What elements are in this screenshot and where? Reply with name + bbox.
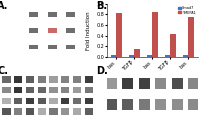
Bar bbox=[85, 108, 93, 115]
Bar bbox=[73, 108, 81, 115]
Text: C.: C. bbox=[0, 66, 8, 76]
Bar bbox=[188, 17, 194, 57]
Bar bbox=[106, 78, 117, 89]
Text: D.: D. bbox=[96, 66, 108, 76]
Bar bbox=[26, 108, 34, 115]
Bar bbox=[66, 12, 75, 17]
Bar bbox=[38, 87, 46, 93]
Bar bbox=[14, 87, 22, 93]
Bar bbox=[155, 78, 166, 89]
Bar bbox=[2, 76, 11, 83]
Bar bbox=[26, 87, 34, 93]
Bar bbox=[61, 108, 69, 115]
Bar bbox=[49, 76, 58, 83]
Bar bbox=[2, 108, 11, 115]
Bar bbox=[61, 98, 69, 104]
Bar bbox=[170, 34, 176, 57]
Bar bbox=[139, 99, 150, 110]
Bar bbox=[165, 55, 170, 57]
Bar bbox=[139, 78, 150, 89]
Bar bbox=[14, 108, 22, 115]
Bar bbox=[111, 55, 116, 57]
Bar bbox=[188, 78, 199, 89]
Bar bbox=[26, 76, 34, 83]
Bar bbox=[29, 45, 38, 49]
Bar bbox=[14, 76, 22, 83]
Bar bbox=[122, 78, 133, 89]
Bar bbox=[172, 99, 183, 110]
Bar bbox=[26, 98, 34, 104]
Bar bbox=[14, 98, 22, 104]
Bar bbox=[122, 99, 133, 110]
Text: B.: B. bbox=[96, 1, 107, 11]
Bar bbox=[49, 108, 58, 115]
Y-axis label: Fold Induction: Fold Induction bbox=[86, 11, 91, 50]
Bar bbox=[134, 49, 140, 57]
Bar bbox=[2, 98, 11, 104]
Bar bbox=[155, 99, 166, 110]
Bar bbox=[85, 87, 93, 93]
Bar bbox=[29, 12, 38, 17]
Bar bbox=[152, 12, 158, 57]
Bar bbox=[38, 76, 46, 83]
Bar bbox=[48, 12, 57, 17]
Text: A.: A. bbox=[0, 1, 9, 11]
Bar bbox=[38, 108, 46, 115]
Bar bbox=[129, 55, 134, 57]
Bar bbox=[172, 78, 183, 89]
Bar bbox=[2, 87, 11, 93]
Bar bbox=[49, 87, 58, 93]
Bar bbox=[66, 28, 75, 33]
Bar bbox=[49, 98, 58, 104]
Bar bbox=[29, 28, 38, 33]
Bar bbox=[85, 76, 93, 83]
Bar bbox=[73, 98, 81, 104]
Bar bbox=[85, 98, 93, 104]
Legend: Smad7, TMEPA1: Smad7, TMEPA1 bbox=[178, 6, 196, 15]
Bar bbox=[61, 76, 69, 83]
Bar bbox=[147, 55, 152, 57]
Bar bbox=[61, 87, 69, 93]
Bar bbox=[116, 13, 122, 57]
Bar bbox=[66, 45, 75, 49]
Bar bbox=[188, 99, 199, 110]
Bar bbox=[73, 76, 81, 83]
Bar bbox=[183, 55, 188, 57]
Bar bbox=[73, 87, 81, 93]
Bar bbox=[48, 45, 57, 49]
Bar bbox=[106, 99, 117, 110]
Bar bbox=[48, 28, 57, 33]
Bar bbox=[38, 98, 46, 104]
